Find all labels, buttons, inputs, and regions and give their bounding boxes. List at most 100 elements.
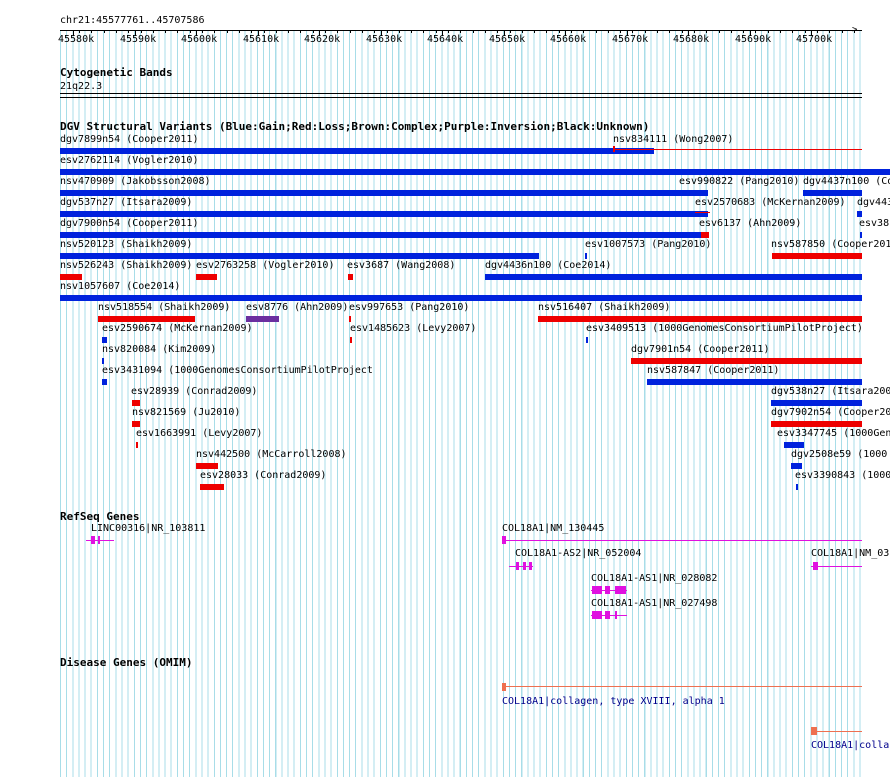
dgv-variant-bar[interactable] bbox=[102, 379, 107, 385]
dgv-variant-label[interactable]: nsv470909 (Jakobsson2008) bbox=[60, 176, 211, 187]
dgv-variant-bar[interactable] bbox=[791, 463, 802, 469]
dgv-variant-label[interactable]: dgv7899n54 (Cooper2011) bbox=[60, 134, 199, 145]
dgv-variant-bar[interactable] bbox=[132, 400, 140, 406]
refseq-gene-line[interactable] bbox=[811, 566, 862, 567]
dgv-variant-bar[interactable] bbox=[102, 358, 104, 364]
dgv-track-title[interactable]: DGV Structural Variants (Blue:Gain;Red:L… bbox=[60, 120, 650, 133]
dgv-variant-bar[interactable] bbox=[60, 295, 862, 301]
refseq-gene-exon[interactable] bbox=[592, 586, 602, 594]
refseq-gene-exon[interactable] bbox=[502, 536, 506, 544]
dgv-variant-label[interactable]: nsv587847 (Cooper2011) bbox=[647, 365, 780, 376]
dgv-variant-label[interactable]: nsv516407 (Shaikh2009) bbox=[538, 302, 671, 313]
refseq-gene-line[interactable] bbox=[509, 566, 533, 567]
dgv-variant-label[interactable]: esv1663991 (Levy2007) bbox=[136, 428, 263, 439]
dgv-variant-bar[interactable] bbox=[60, 169, 890, 175]
cyto-track-title[interactable]: Cytogenetic Bands bbox=[60, 66, 173, 79]
dgv-variant-label[interactable]: esv2590674 (McKernan2009) bbox=[102, 323, 253, 334]
dgv-variant-line[interactable] bbox=[695, 212, 710, 213]
dgv-variant-bar[interactable] bbox=[196, 274, 217, 280]
dgv-variant-bar[interactable] bbox=[200, 484, 224, 490]
dgv-variant-bar[interactable] bbox=[60, 274, 82, 280]
refseq-gene-label[interactable]: COL18A1-AS1|NR_027498 bbox=[591, 598, 718, 609]
dgv-variant-label[interactable]: esv8776 (Ahn2009) bbox=[246, 302, 349, 313]
omim-gene-label[interactable]: COL18A1|colla bbox=[811, 740, 890, 751]
dgv-variant-label[interactable]: esv3409513 (1000GenomesConsortiumPilotPr… bbox=[586, 323, 863, 334]
dgv-variant-bar[interactable] bbox=[585, 253, 587, 259]
dgv-variant-bar[interactable] bbox=[246, 316, 279, 322]
dgv-variant-label[interactable]: esv28939 (Conrad2009) bbox=[131, 386, 258, 397]
dgv-variant-label[interactable]: dgv2508e59 (1000 bbox=[791, 449, 888, 460]
dgv-variant-bar[interactable] bbox=[485, 274, 862, 280]
dgv-variant-bar[interactable] bbox=[60, 253, 539, 259]
refseq-gene-exon[interactable] bbox=[605, 586, 610, 594]
dgv-variant-label[interactable]: dgv443 bbox=[857, 197, 890, 208]
dgv-variant-label[interactable]: esv3347745 (1000Gen bbox=[777, 428, 890, 439]
dgv-variant-bar[interactable] bbox=[348, 274, 353, 280]
dgv-variant-bar[interactable] bbox=[796, 484, 798, 490]
dgv-variant-bar[interactable] bbox=[631, 358, 862, 364]
refseq-gene-exon[interactable] bbox=[91, 536, 95, 544]
refseq-gene-label[interactable]: COL18A1-AS2|NR_052004 bbox=[515, 548, 642, 559]
dgv-variant-label[interactable]: esv2763258 (Vogler2010) bbox=[196, 260, 335, 271]
dgv-variant-label[interactable]: esv990822 (Pang2010) bbox=[679, 176, 800, 187]
dgv-variant-label[interactable]: dgv538n27 (Itsara200 bbox=[771, 386, 890, 397]
dgv-variant-bar[interactable] bbox=[784, 442, 804, 448]
dgv-variant-label[interactable]: nsv1057607 (Coe2014) bbox=[60, 281, 181, 292]
dgv-variant-bar[interactable] bbox=[132, 421, 140, 427]
dgv-variant-label[interactable]: esv3431094 (1000GenomesConsortiumPilotPr… bbox=[102, 365, 373, 376]
dgv-variant-bar[interactable] bbox=[102, 337, 107, 343]
dgv-variant-bar[interactable] bbox=[538, 316, 862, 322]
dgv-variant-bar[interactable] bbox=[771, 421, 862, 427]
dgv-variant-bar[interactable] bbox=[196, 463, 218, 469]
refseq-gene-label[interactable]: COL18A1|NM_130445 bbox=[502, 523, 605, 534]
dgv-variant-label[interactable]: dgv537n27 (Itsara2009) bbox=[60, 197, 193, 208]
dgv-variant-bar[interactable] bbox=[857, 211, 862, 217]
dgv-variant-label[interactable]: dgv4436n100 (Coe2014) bbox=[485, 260, 612, 271]
dgv-variant-label[interactable]: nsv518554 (Shaikh2009) bbox=[98, 302, 231, 313]
dgv-variant-line[interactable] bbox=[613, 149, 862, 150]
dgv-variant-label[interactable]: esv997653 (Pang2010) bbox=[349, 302, 470, 313]
omim-gene-exon[interactable] bbox=[502, 683, 506, 691]
dgv-variant-bar[interactable] bbox=[701, 232, 709, 238]
omim-gene-label[interactable]: COL18A1|collagen, type XVIII, alpha 1 bbox=[502, 696, 725, 707]
dgv-variant-bar[interactable] bbox=[771, 400, 862, 406]
dgv-variant-bar[interactable] bbox=[98, 316, 195, 322]
dgv-variant-label[interactable]: esv28033 (Conrad2009) bbox=[200, 470, 327, 481]
dgv-variant-bar[interactable] bbox=[350, 337, 352, 343]
dgv-variant-label[interactable]: dgv7900n54 (Cooper2011) bbox=[60, 218, 199, 229]
dgv-variant-label[interactable]: nsv520123 (Shaikh2009) bbox=[60, 239, 193, 250]
dgv-variant-bar[interactable] bbox=[136, 442, 138, 448]
dgv-variant-bar[interactable] bbox=[860, 232, 862, 238]
dgv-variant-bar[interactable] bbox=[60, 190, 708, 196]
dgv-variant-bar[interactable] bbox=[681, 190, 684, 196]
omim-gene-line[interactable] bbox=[811, 731, 862, 732]
dgv-variant-label[interactable]: nsv526243 (Shaikh2009) bbox=[60, 260, 193, 271]
dgv-variant-label[interactable]: esv2570683 (McKernan2009) bbox=[695, 197, 846, 208]
refseq-gene-line[interactable] bbox=[502, 540, 862, 541]
refseq-gene-exon[interactable] bbox=[813, 562, 818, 570]
refseq-gene-exon[interactable] bbox=[516, 562, 519, 570]
refseq-gene-exon[interactable] bbox=[615, 611, 617, 619]
dgv-variant-bar[interactable] bbox=[60, 232, 708, 238]
omim-track-title[interactable]: Disease Genes (OMIM) bbox=[60, 656, 193, 669]
dgv-variant-bar[interactable] bbox=[586, 337, 588, 343]
refseq-gene-line[interactable] bbox=[86, 540, 114, 541]
dgv-variant-bar[interactable] bbox=[60, 211, 708, 217]
dgv-variant-bar[interactable] bbox=[803, 190, 862, 196]
dgv-variant-label[interactable]: dgv7901n54 (Cooper2011) bbox=[631, 344, 770, 355]
dgv-variant-label[interactable]: esv3390843 (1000 bbox=[795, 470, 890, 481]
refseq-gene-exon[interactable] bbox=[615, 586, 626, 594]
dgv-variant-label[interactable]: dgv7902n54 (Cooper20 bbox=[771, 407, 890, 418]
dgv-variant-label[interactable]: esv2762114 (Vogler2010) bbox=[60, 155, 199, 166]
refseq-gene-exon[interactable] bbox=[98, 536, 100, 544]
refseq-gene-exon[interactable] bbox=[523, 562, 526, 570]
refseq-track-title[interactable]: RefSeq Genes bbox=[60, 510, 140, 523]
refseq-gene-label[interactable]: COL18A1|NM_03 bbox=[811, 548, 890, 559]
dgv-variant-bar[interactable] bbox=[349, 316, 351, 322]
dgv-variant-label[interactable]: nsv834111 (Wong2007) bbox=[613, 134, 734, 145]
dgv-variant-bar[interactable] bbox=[613, 146, 615, 152]
dgv-variant-label[interactable]: dgv4437n100 (Co bbox=[803, 176, 890, 187]
dgv-variant-label[interactable]: nsv820084 (Kim2009) bbox=[102, 344, 217, 355]
refseq-gene-exon[interactable] bbox=[605, 611, 610, 619]
refseq-gene-exon[interactable] bbox=[529, 562, 532, 570]
